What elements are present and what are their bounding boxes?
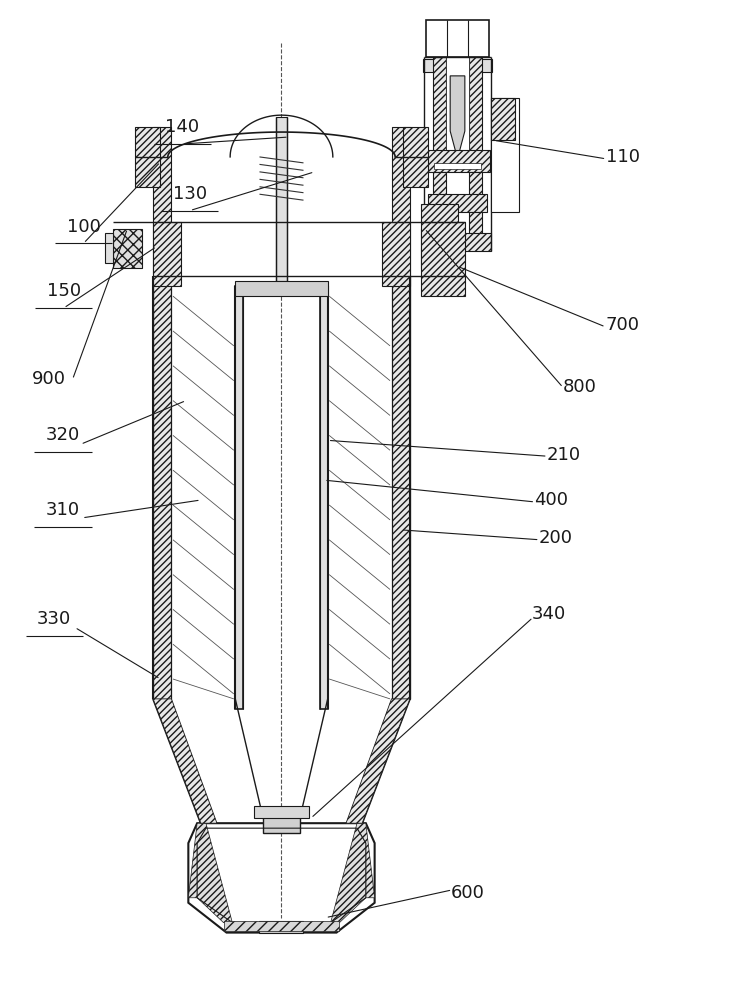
Text: 200: 200 <box>539 529 573 547</box>
Bar <box>469 57 483 159</box>
Polygon shape <box>153 699 217 823</box>
Text: 110: 110 <box>605 148 639 166</box>
Bar <box>321 286 327 709</box>
Bar <box>223 921 339 931</box>
Bar <box>420 222 465 296</box>
Polygon shape <box>346 699 410 823</box>
Bar <box>491 98 519 212</box>
Bar <box>423 233 491 251</box>
Bar <box>432 212 446 241</box>
Text: 800: 800 <box>563 378 597 396</box>
Bar <box>276 117 287 281</box>
Polygon shape <box>188 823 375 933</box>
Bar <box>392 127 410 276</box>
Bar <box>446 57 469 168</box>
Text: 140: 140 <box>166 118 200 136</box>
Polygon shape <box>330 823 375 923</box>
Text: 700: 700 <box>605 316 639 334</box>
Bar <box>253 806 310 818</box>
Bar <box>450 233 457 263</box>
Bar <box>403 127 428 187</box>
Bar <box>432 172 446 205</box>
Bar <box>392 276 410 699</box>
Bar <box>235 281 327 296</box>
Bar <box>153 276 171 699</box>
Text: 340: 340 <box>531 605 565 623</box>
Text: 400: 400 <box>534 491 568 509</box>
Bar <box>235 286 242 709</box>
Bar <box>469 172 483 205</box>
Bar <box>423 59 491 72</box>
Bar <box>113 229 142 268</box>
Text: 320: 320 <box>46 426 80 444</box>
Bar <box>428 194 487 212</box>
Text: 100: 100 <box>67 218 101 236</box>
Polygon shape <box>450 76 465 159</box>
Text: 130: 130 <box>173 185 207 203</box>
Bar <box>420 204 457 222</box>
Text: 310: 310 <box>46 501 80 519</box>
Bar <box>434 163 481 169</box>
Bar <box>420 229 450 268</box>
Text: 900: 900 <box>32 370 66 388</box>
Bar <box>432 57 446 159</box>
Text: 330: 330 <box>37 610 71 628</box>
Bar <box>106 233 113 263</box>
Polygon shape <box>188 823 232 923</box>
Bar <box>153 222 180 286</box>
Bar <box>426 20 488 57</box>
Bar <box>153 127 171 276</box>
Bar <box>491 98 515 140</box>
Text: 210: 210 <box>547 446 581 464</box>
Text: 150: 150 <box>47 282 81 300</box>
Bar <box>425 150 490 172</box>
Bar <box>263 811 300 833</box>
Bar <box>382 222 410 286</box>
Bar <box>469 212 483 241</box>
Text: 600: 600 <box>451 884 485 902</box>
Bar <box>134 127 160 187</box>
Bar <box>259 921 304 933</box>
